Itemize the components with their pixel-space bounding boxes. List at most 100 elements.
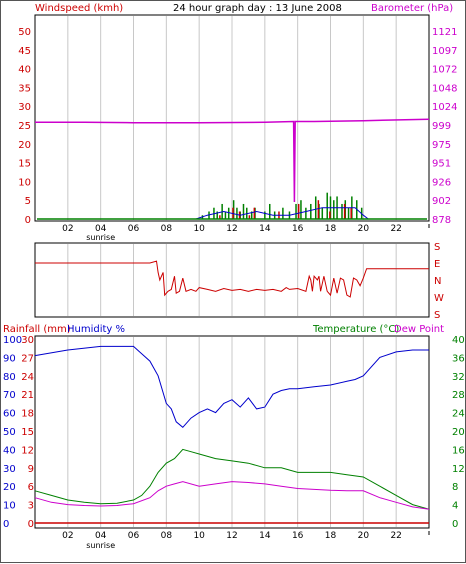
direction-tick-label: N [434, 276, 441, 287]
wind-x-tick-label: 04 [95, 224, 107, 234]
humidity-tick-label: 60 [3, 409, 16, 420]
wind-x-tick-label: 14 [259, 224, 271, 234]
temperature-tick-label: 4 [452, 501, 458, 512]
temp-x-tick-label: 18 [325, 531, 337, 541]
temp-x-tick-label: 22 [390, 531, 401, 541]
windspeed-tick-label: 5 [25, 196, 31, 207]
wind-barometer-chart: 02 04 06 08 10 12 14 16 18 20 22 sunrise 0 5 10 15 20 25 3… [18, 16, 457, 242]
windspeed-tick-label: 0 [25, 215, 31, 226]
windspeed-tick-label: 15 [18, 159, 31, 170]
temperature-tick-label: 32 [452, 372, 465, 383]
humidity-tick-label: 50 [3, 427, 16, 438]
temp-x-tick-label: 12 [226, 531, 237, 541]
sunrise-label: sunrise [86, 233, 115, 242]
barometer-tick-label: 902 [432, 196, 451, 207]
temperature-tick-label: 40 [452, 335, 465, 346]
wind-x-tick-label: 06 [128, 224, 140, 234]
average-wind-line [195, 207, 369, 220]
humidity-tick-label: 20 [3, 482, 16, 493]
barometer-tick-label: 975 [432, 140, 451, 151]
dewpoint-line [34, 481, 430, 510]
rainfall-tick-label: 30 [21, 335, 34, 346]
temp-x-tick-label: 04 [95, 531, 107, 541]
windspeed-tick-label: 40 [18, 65, 31, 76]
barometer-tick-label: 999 [432, 121, 451, 132]
temp-x-tick-label: 20 [358, 531, 370, 541]
humidity-line [34, 345, 429, 428]
wind-x-tick-label: 12 [226, 224, 237, 234]
dewpoint-axis-label: Dew Point [394, 324, 444, 335]
temperature-tick-label: 36 [452, 353, 465, 364]
rainfall-tick-label: 9 [28, 464, 34, 475]
windspeed-tick-label: 50 [18, 27, 31, 38]
temperature-tick-label: 20 [452, 427, 465, 438]
rainfall-axis-label: Rainfall (mm) [3, 324, 71, 335]
direction-tick-label: E [434, 259, 440, 270]
temperature-tick-label: 12 [452, 464, 465, 475]
temp-x-tick-label: 06 [128, 531, 140, 541]
barometer-tick-label: 926 [432, 177, 451, 188]
rainfall-tick-label: 6 [28, 482, 34, 493]
barometer-tick-label: 1072 [432, 65, 457, 76]
barometer-line [35, 118, 430, 203]
sunrise-label-bottom: sunrise [86, 541, 115, 550]
wind-x-tick-label: 20 [358, 224, 370, 234]
windspeed-tick-label: 45 [18, 46, 31, 57]
temperature-tick-label: 16 [452, 445, 465, 456]
wind-x-tick-label: 16 [292, 224, 304, 234]
barometer-tick-label: 878 [432, 215, 451, 226]
direction-tick-label: S [434, 242, 440, 253]
humidity-tick-label: 70 [3, 390, 16, 401]
temp-x-tick-label: 10 [193, 531, 205, 541]
windspeed-tick-label: 20 [18, 140, 31, 151]
windspeed-tick-label: 35 [18, 83, 31, 94]
barometer-tick-label: 1097 [432, 46, 457, 57]
temperature-line [34, 448, 430, 510]
wind-x-tick-label: 18 [325, 224, 337, 234]
humidity-tick-label: 40 [3, 445, 16, 456]
windspeed-tick-label: 30 [18, 102, 31, 113]
humidity-axis-label: Humidity % [67, 324, 125, 335]
rainfall-tick-label: 15 [21, 427, 34, 438]
temperature-axis-label: Temperature (°C) [312, 324, 399, 335]
temp-x-tick-label: 02 [62, 531, 73, 541]
rainfall-tick-label: 12 [21, 445, 34, 456]
humidity-tick-label: 90 [3, 353, 16, 364]
wind-x-tick-label: 22 [390, 224, 401, 234]
barometer-tick-label: 1121 [432, 27, 457, 38]
wind-x-tick-label: 08 [161, 224, 173, 234]
rainfall-tick-label: 3 [28, 501, 34, 512]
temperature-tick-label: 8 [452, 482, 458, 493]
rainfall-tick-label: 21 [21, 390, 34, 401]
barometer-tick-label: 951 [432, 159, 451, 170]
humidity-tick-label: 80 [3, 372, 16, 383]
direction-tick-label: W [434, 293, 444, 304]
windspeed-tick-label: 10 [18, 177, 31, 188]
barometer-tick-label: 1024 [432, 102, 457, 113]
windspeed-tick-label: 25 [18, 121, 31, 132]
humidity-tick-label: 0 [3, 519, 9, 530]
temp-x-tick-label: 16 [292, 531, 304, 541]
temperature-tick-label: 28 [452, 390, 465, 401]
temp-x-tick-label: 14 [259, 531, 271, 541]
temperature-tick-label: 0 [452, 519, 458, 530]
temp-x-tick-label: 08 [161, 531, 173, 541]
barometer-tick-label: 1048 [432, 83, 457, 94]
humidity-tick-label: 100 [3, 335, 22, 346]
wind-x-tick-label: 02 [62, 224, 73, 234]
chart-title: 24 hour graph day : 13 June 2008 [173, 3, 342, 14]
rainfall-tick-label: 24 [21, 372, 34, 383]
temperature-tick-label: 24 [452, 409, 465, 420]
wind-direction-line [35, 260, 429, 298]
barometer-axis-label: Barometer (hPa) [371, 3, 453, 14]
rainfall-tick-label: 27 [21, 353, 34, 364]
rainfall-tick-label: 18 [21, 409, 34, 420]
wind-x-tick-label: 10 [193, 224, 205, 234]
humidity-tick-label: 30 [3, 464, 16, 475]
rainfall-tick-label: 0 [28, 519, 34, 530]
humidity-tick-label: 10 [3, 501, 16, 512]
